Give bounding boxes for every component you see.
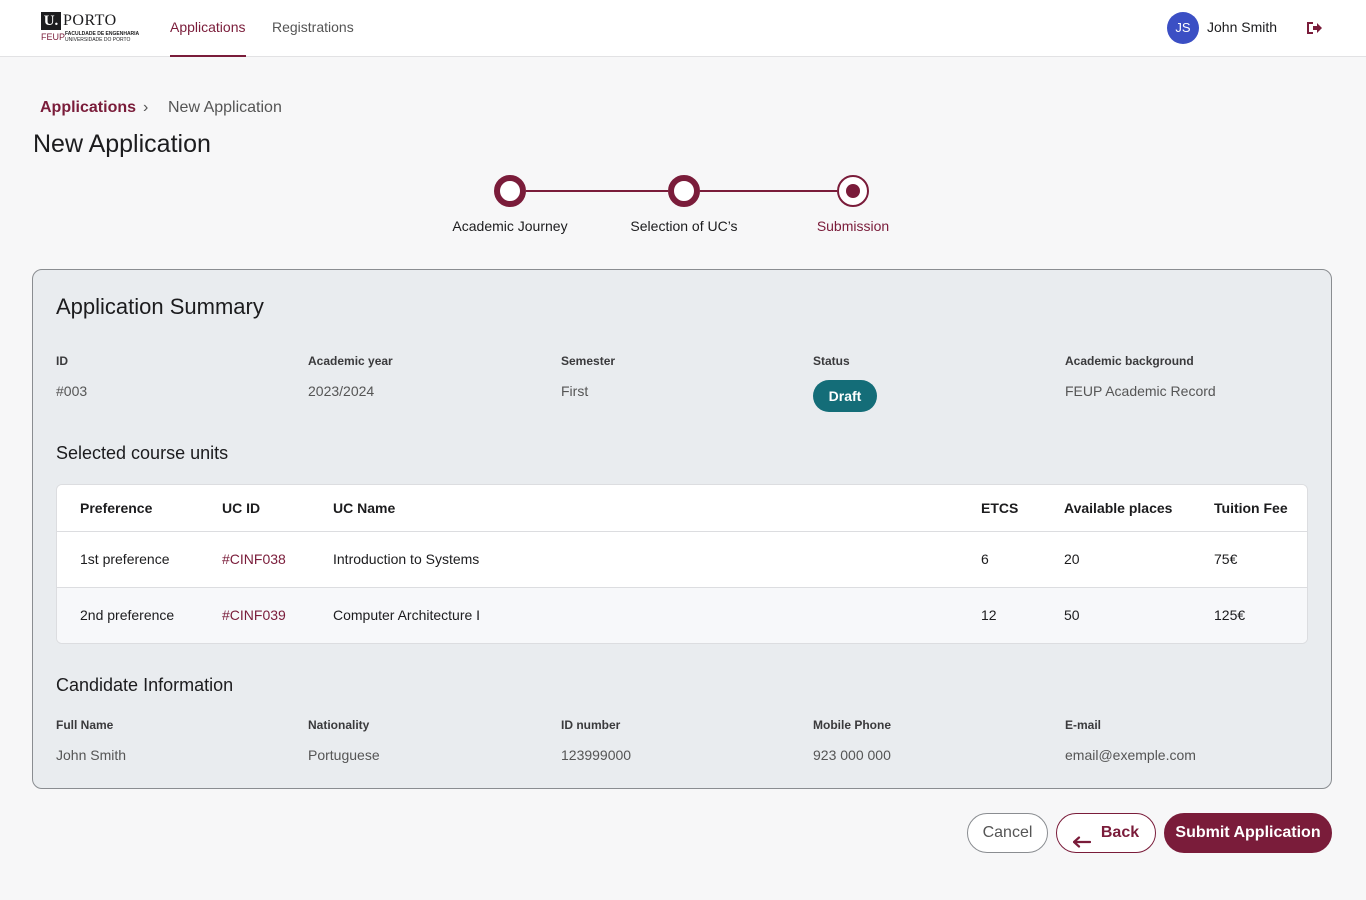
cell-available-places: 20 — [1064, 551, 1080, 567]
column-preference: Preference — [80, 500, 153, 516]
field-value-nationality: Portuguese — [308, 747, 380, 763]
logo-university: UNIVERSIDADE DO PORTO — [65, 37, 131, 43]
field-label-email: E-mail — [1065, 718, 1102, 732]
logo-porto: PORTO — [63, 12, 117, 29]
step-selection-ucs-marker[interactable] — [668, 175, 700, 207]
field-label-semester: Semester — [561, 354, 616, 368]
breadcrumb-current: New Application — [168, 99, 282, 116]
field-label-academic-background: Academic background — [1065, 354, 1194, 368]
avatar[interactable]: JS — [1167, 12, 1199, 44]
logo-u: U. — [41, 12, 61, 30]
field-value-academic-year: 2023/2024 — [308, 383, 375, 399]
uporto-feup-logo[interactable]: U. PORTO FEUP FACULDADE DE ENGENHARIA UN… — [41, 12, 151, 46]
step-selection-ucs-label: Selection of UC’s — [630, 218, 738, 234]
column-uc-name: UC Name — [333, 500, 396, 516]
cell-uc-id-link[interactable]: #CINF038 — [222, 551, 286, 567]
nav-applications[interactable]: Applications — [170, 0, 246, 57]
field-value-full-name: John Smith — [56, 747, 127, 763]
field-value-id: #003 — [56, 383, 88, 399]
back-button-label: Back — [1100, 824, 1140, 841]
logo-feup: FEUP — [41, 32, 66, 42]
step-submission-label: Submission — [816, 218, 890, 234]
field-label-mobile-phone: Mobile Phone — [813, 718, 891, 732]
step-academic-journey-marker[interactable] — [494, 175, 526, 207]
cell-uc-name: Introduction to Systems — [333, 551, 480, 567]
column-available-places: Available places — [1064, 500, 1173, 516]
logo-faculty: FACULDADE DE ENGENHARIA — [65, 31, 140, 37]
arrow-left-icon — [1072, 825, 1091, 848]
nav-registrations[interactable]: Registrations — [272, 19, 354, 35]
cell-tuition-fee: 125€ — [1214, 607, 1246, 623]
course-units-title: Selected course units — [56, 443, 229, 463]
top-navbar: U. PORTO FEUP FACULDADE DE ENGENHARIA UN… — [0, 0, 1366, 57]
field-label-academic-year: Academic year — [308, 354, 393, 368]
step-connector-2 — [700, 190, 837, 192]
summary-title: Application Summary — [56, 294, 264, 319]
user-name[interactable]: John Smith — [1207, 19, 1278, 35]
submit-application-button[interactable]: Submit Application — [1164, 813, 1332, 853]
field-label-nationality: Nationality — [308, 718, 370, 732]
field-value-semester: First — [561, 383, 589, 399]
breadcrumb-applications[interactable]: Applications — [40, 99, 137, 116]
cell-available-places: 50 — [1064, 607, 1080, 623]
page-title: New Application — [33, 130, 211, 158]
cell-uc-id-link[interactable]: #CINF039 — [222, 607, 286, 623]
candidate-information-title: Candidate Information — [56, 675, 234, 695]
field-value-id-number: 123999000 — [561, 747, 632, 763]
field-label-status: Status — [813, 354, 850, 368]
cell-preference: 2nd preference — [80, 607, 175, 623]
status-badge: Draft — [813, 380, 877, 412]
step-submission-marker[interactable] — [837, 175, 869, 207]
field-value-academic-background: FEUP Academic Record — [1065, 383, 1216, 399]
cancel-button[interactable]: Cancel — [967, 813, 1048, 853]
field-value-email: email@exemple.com — [1065, 747, 1196, 763]
logout-icon[interactable] — [1305, 19, 1323, 37]
cell-etcs: 6 — [981, 551, 989, 567]
field-label-full-name: Full Name — [56, 718, 114, 732]
table-row: 2nd preference #CINF039 Computer Archite… — [57, 588, 1307, 643]
application-summary-card: Application Summary ID #003 Academic yea… — [32, 269, 1332, 789]
table-row: 1st preference #CINF038 Introduction to … — [57, 532, 1307, 588]
field-label-id-number: ID number — [561, 718, 621, 732]
step-connector-1 — [526, 190, 668, 192]
cell-uc-name: Computer Architecture I — [333, 607, 481, 623]
step-academic-journey-label: Academic Journey — [452, 218, 568, 234]
table-header: Preference UC ID UC Name ETCS Available … — [57, 485, 1307, 532]
column-etcs: ETCS — [981, 500, 1019, 516]
field-value-mobile-phone: 923 000 000 — [813, 747, 891, 763]
chevron-right-icon: › — [143, 99, 149, 116]
cell-etcs: 12 — [981, 607, 997, 623]
back-button[interactable]: Back — [1056, 813, 1156, 853]
cell-preference: 1st preference — [80, 551, 170, 567]
field-label-id: ID — [56, 354, 68, 368]
cell-tuition-fee: 75€ — [1214, 551, 1238, 567]
submit-application-label: Submit Application — [1175, 824, 1321, 841]
course-units-table: Preference UC ID UC Name ETCS Available … — [56, 484, 1308, 644]
column-tuition-fee: Tuition Fee — [1214, 500, 1288, 516]
column-uc-id: UC ID — [222, 500, 261, 516]
cancel-button-label: Cancel — [982, 824, 1033, 841]
